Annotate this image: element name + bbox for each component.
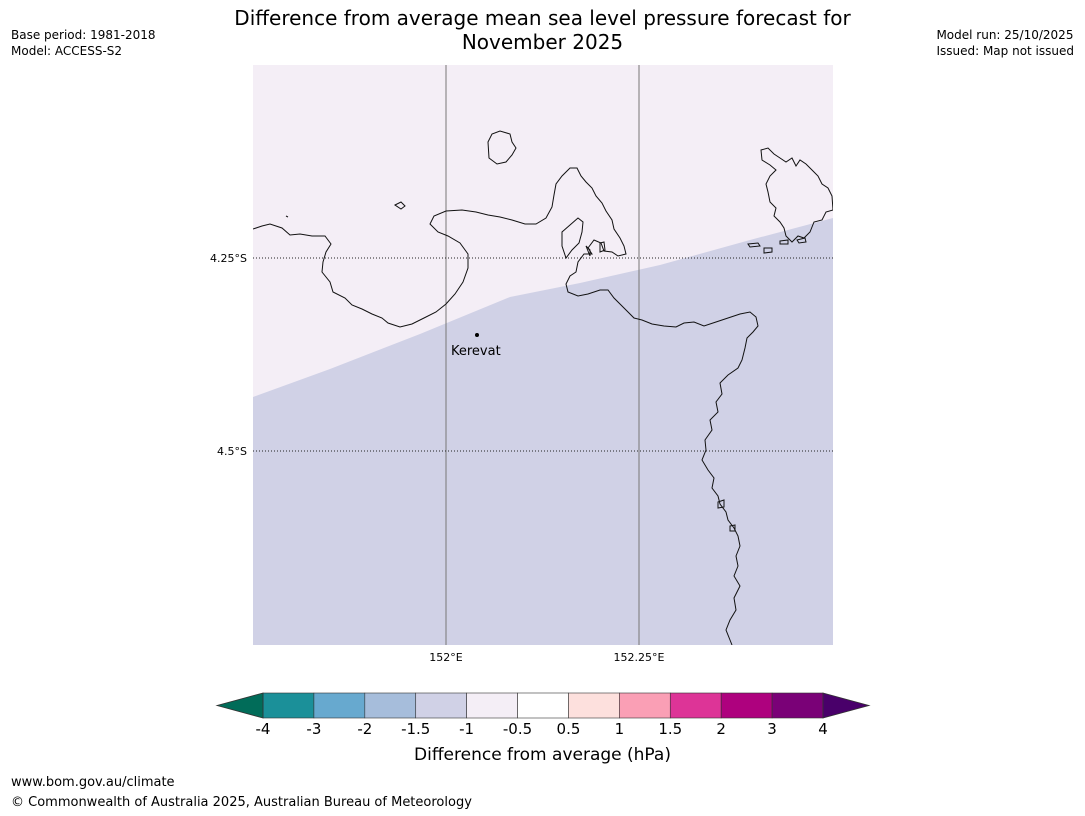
issued-status: Issued: Map not issued <box>936 44 1074 58</box>
colorbar-swatch <box>771 692 824 719</box>
colorbar-extend-low <box>215 692 264 719</box>
kerevat-marker-icon <box>475 333 479 337</box>
lat-label-4-25s: 4.25°S <box>210 252 247 265</box>
coastline <box>253 130 833 645</box>
meta-left: Base period: 1981-2018 Model: ACCESS-S2 <box>11 27 156 59</box>
lat-label-4-5s: 4.5°S <box>217 445 247 458</box>
colorbar-tick-label: 2 <box>716 720 726 738</box>
colorbar-swatch <box>720 692 773 719</box>
colorbar-swatch <box>262 692 315 719</box>
lon-label-152-25e: 152.25°E <box>614 651 665 664</box>
map-plot-area <box>253 65 833 645</box>
colorbar-swatch <box>364 692 417 719</box>
colorbar-tick-label: 1 <box>614 720 625 738</box>
map-canvas: Kerevat 4.25°S 4.5°S 152°E 152.25°E <box>210 65 833 664</box>
colorbar-swatch <box>415 692 467 719</box>
lon-label-152e: 152°E <box>429 651 462 664</box>
title-line-2: November 2025 <box>461 30 624 54</box>
base-period: Base period: 1981-2018 <box>11 28 156 42</box>
colorbar-swatch <box>619 692 671 719</box>
colorbar-swatches <box>262 692 824 719</box>
colorbar-tick-label: 0.5 <box>556 720 581 738</box>
model-name: Model: ACCESS-S2 <box>11 44 123 58</box>
colorbar-tick-label: -3 <box>306 720 322 738</box>
colorbar-swatch <box>517 692 569 719</box>
colorbar-swatch <box>568 692 620 719</box>
place-label-kerevat: Kerevat <box>451 344 501 359</box>
footer-url[interactable]: www.bom.gov.au/climate <box>11 775 175 790</box>
colorbar-swatch <box>466 692 518 719</box>
colorbar-tick-label: -1 <box>459 720 475 738</box>
colorbar-swatch <box>669 692 722 719</box>
colorbar-tick-label: 1.5 <box>658 720 683 738</box>
model-run: Model run: 25/10/2025 <box>936 28 1074 42</box>
meta-right: Model run: 25/10/2025 Issued: Map not is… <box>936 27 1074 59</box>
pressure-band-lower <box>253 218 833 645</box>
chart-title: Difference from average mean sea level p… <box>200 6 885 54</box>
colorbar-tick-label: 4 <box>818 720 828 738</box>
colorbar-tick-label: -4 <box>255 720 271 738</box>
colorbar-title: Difference from average (hPa) <box>414 745 671 765</box>
colorbar-tick-label: -0.5 <box>502 720 533 738</box>
colorbar-tick-label: -2 <box>357 720 373 738</box>
colorbar-extend-high <box>822 692 871 719</box>
colorbar-tick-label: -1.5 <box>401 720 431 738</box>
title-line-1: Difference from average mean sea level p… <box>234 6 851 30</box>
colorbar-tick-label: 3 <box>767 720 777 738</box>
footer-copyright: © Commonwealth of Australia 2025, Austra… <box>11 795 472 810</box>
